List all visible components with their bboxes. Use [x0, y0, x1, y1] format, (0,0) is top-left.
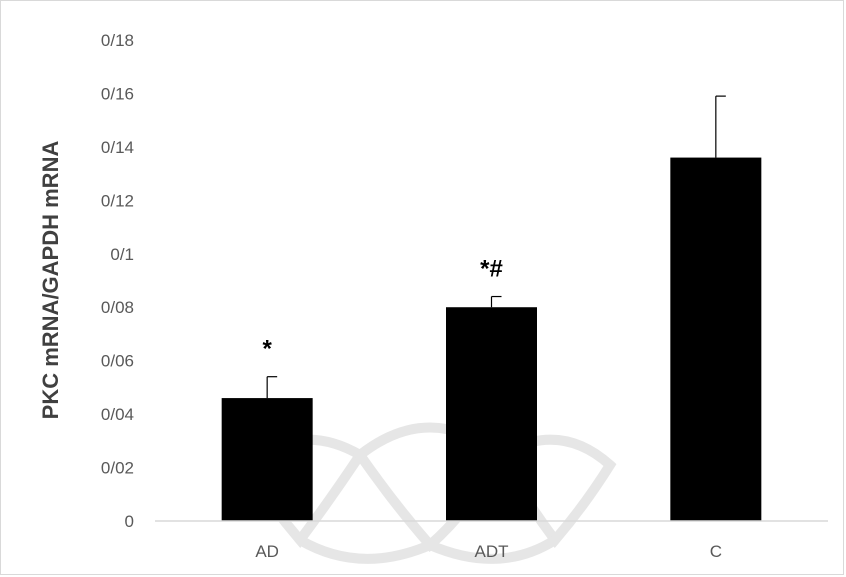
bar-adt	[446, 307, 537, 521]
y-tick-label: 0/06	[101, 352, 134, 371]
significance-marker: *	[262, 336, 272, 363]
bars: * *#	[221, 95, 762, 522]
y-axis-ticks: 0 0/02 0/04 0/06 0/08 0/1 0/12 0/14 0/16 0/18	[101, 31, 134, 531]
x-axis-labels: AD ADT C	[255, 542, 722, 561]
y-tick-label: 0/04	[101, 405, 134, 424]
y-tick-label: 0/12	[101, 191, 134, 210]
x-tick-label: ADT	[475, 542, 509, 561]
y-tick-label: 0/14	[101, 138, 134, 157]
y-tick-label: 0/18	[101, 31, 134, 50]
y-tick-label: 0/08	[101, 298, 134, 317]
significance-marker: *#	[480, 256, 503, 283]
y-tick-label: 0/16	[101, 84, 134, 103]
bar-ad	[221, 398, 313, 521]
y-axis-title: PKC mRNA/GAPDH mRNA	[38, 141, 63, 420]
bar-c	[670, 157, 762, 522]
x-tick-label: C	[710, 542, 722, 561]
y-tick-label: 0	[125, 512, 134, 531]
x-tick-label: AD	[255, 542, 279, 561]
y-tick-label: 0/02	[101, 459, 134, 478]
y-tick-label: 0/1	[110, 245, 134, 264]
